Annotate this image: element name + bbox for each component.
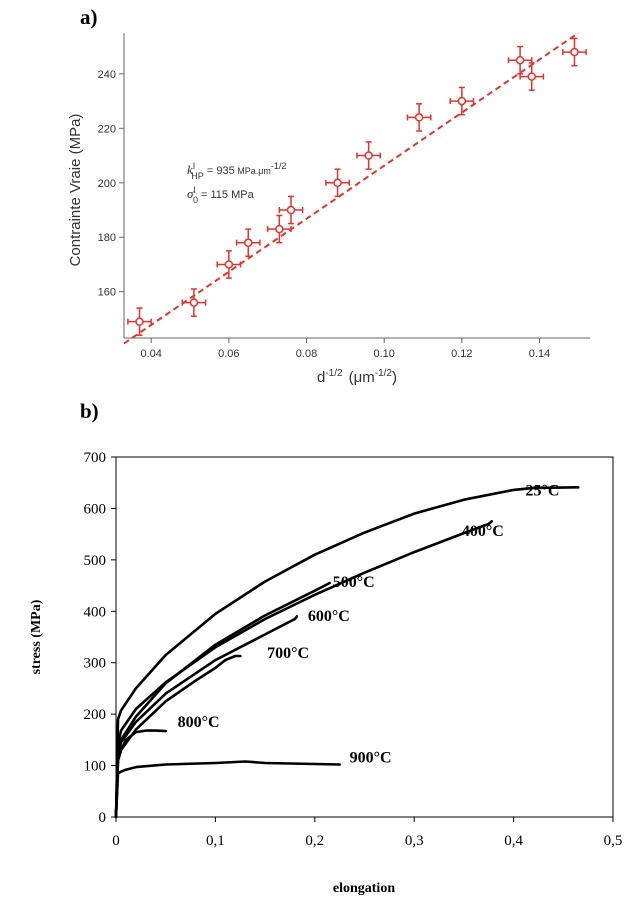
x-label-unit-close: ) [392, 369, 397, 386]
chart-a-y-tick-label: 220 [98, 123, 116, 135]
chart-b-series-line [114, 615, 299, 819]
chart-b-x-tick-label: 0,1 [206, 833, 225, 849]
chart-a-marker [414, 113, 424, 122]
chart-a: 0.04 0.06 0.08 0.10 0.12 0.14160180200220240 … [67, 32, 590, 386]
chart-a-marker [224, 260, 234, 269]
sigma-symbol: σ [187, 186, 194, 201]
chart-a-y-tick-label: 180 [98, 232, 116, 244]
chart-a-y-tick-label: 200 [98, 178, 116, 190]
sigma-unit: MPa [228, 189, 255, 201]
chart-a-y-axis-label: Contrainte Vraie (MPa) [67, 114, 84, 267]
chart-b-x-tick-label: 0,4 [504, 833, 523, 849]
chart-a-data-point [216, 250, 242, 279]
chart-a-marker [135, 317, 144, 326]
x-label-unit-open: (μm [349, 369, 375, 386]
chart-a-y-tick-label: 240 [98, 69, 116, 81]
chart-a-points [127, 37, 587, 337]
chart-a-ticks: 0.04 0.06 0.08 0.10 0.12 0.14 160 180 200 220 240 [98, 69, 551, 360]
sigma-value: = 115 [198, 189, 228, 201]
x-label-unit-exponent: -1/2 [375, 368, 393, 379]
chart-b-y-tick-label: 700 [84, 450, 107, 466]
chart-b-y-tick-label: 300 [84, 656, 107, 672]
chart-b-x-tick-label: 0,5 [604, 833, 623, 849]
chart-a-y-tick-label: 160 [98, 287, 116, 299]
chart-a-data-point [356, 141, 382, 170]
sigma-subscript: 0 [193, 195, 198, 205]
chart-a-data-point [519, 62, 545, 91]
chart-b-y-tick-label: 400 [84, 604, 107, 620]
chart-b-x-axis-label: elongation [333, 881, 395, 896]
chart-b-y-tick-label: 0 [99, 810, 107, 826]
chart-b-series-line [114, 729, 167, 819]
k-subscript: HP [191, 171, 204, 181]
chart-b-series-line [114, 760, 341, 819]
chart-b-curve-labels: 25°C 400°C 500°C 600°C 700°C 800°C 900°C [178, 483, 560, 767]
chart-b-series-line [114, 654, 242, 819]
chart-b-plot-frame [115, 456, 614, 818]
chart-a-data-point [406, 103, 432, 132]
k-symbol: k [187, 162, 193, 177]
chart-a-data-point [507, 45, 533, 75]
chart-a-fit-line [123, 32, 579, 345]
chart-b-series-label: 500°C [333, 574, 375, 591]
chart-a-marker [286, 205, 296, 215]
chart-b-series-label: 400°C [462, 523, 504, 540]
chart-a-marker [189, 298, 199, 307]
chart-a-marker [527, 72, 536, 81]
chart-b-y-axis-label: stress (MPa) [29, 599, 44, 674]
chart-b-curves [114, 486, 580, 819]
chart-b: 0 0,1 0,2 0,3 0,4 0,5 0 100 200 300 400 500 600 700 2… [29, 450, 622, 896]
k-unit: MPa.μm [235, 166, 271, 176]
sigma-superscript: I [193, 185, 196, 195]
chart-a-x-tick-label: 0.06 [218, 348, 239, 360]
chart-a-x-tick-label: 0.08 [296, 348, 317, 360]
panel-b-label: b) [80, 399, 99, 423]
chart-a-sigma-annotation: σI 0 = 115 MPa [187, 185, 255, 205]
chart-b-series-label: 600°C [308, 608, 350, 625]
chart-a-marker [333, 178, 342, 188]
chart-a-data-point [278, 195, 304, 225]
chart-b-y-tick-label: 600 [84, 501, 107, 517]
chart-a-marker [570, 47, 579, 57]
chart-b-y-tick-label: 100 [84, 759, 107, 775]
chart-b-series-label: 700°C [267, 645, 309, 662]
chart-a-marker [515, 55, 525, 65]
chart-a-x-tick-label: 0.14 [529, 348, 550, 360]
chart-b-x-tick-label: 0 [112, 833, 120, 849]
chart-a-data-point [181, 288, 207, 317]
chart-a-marker [244, 238, 253, 247]
chart-a-k-annotation: kI HP = 935 MPa.μm-1/2 [187, 161, 286, 181]
k-superscript: I [193, 161, 196, 171]
chart-b-series-line [114, 581, 331, 819]
chart-b-series-line [114, 486, 580, 819]
x-label-base: d [317, 369, 325, 386]
chart-b-y-tick-label: 500 [84, 553, 107, 569]
chart-b-x-tick-label: 0,3 [405, 833, 424, 849]
chart-a-marker [364, 151, 373, 160]
chart-a-data-point [562, 37, 587, 67]
panel-a-label: a) [80, 5, 98, 29]
chart-a-data-point [325, 168, 350, 198]
chart-a-data-point [449, 86, 475, 116]
chart-b-series-label: 900°C [350, 749, 392, 766]
k-unit-exponent: -1/2 [271, 161, 287, 171]
chart-a-x-tick-label: 0.04 [140, 348, 161, 360]
chart-a-x-tick-label: 0.10 [373, 348, 394, 360]
chart-a-marker [457, 96, 467, 106]
chart-a-data-point [266, 214, 292, 244]
chart-a-x-tick-label: 0.12 [451, 348, 472, 360]
chart-b-x-tick-label: 0,2 [305, 833, 324, 849]
chart-b-series-label: 25°C [526, 483, 560, 500]
chart-a-data-point [235, 228, 261, 258]
chart-b-series-line [114, 520, 493, 819]
chart-a-data-point [127, 307, 152, 337]
x-label-exponent: -1/2 [325, 368, 343, 379]
chart-b-ticks: 0 0,1 0,2 0,3 0,4 0,5 0 100 200 300 400 500 600 700 [84, 450, 623, 849]
chart-a-x-axis-label: d-1/2 (μm-1/2) [317, 368, 397, 386]
chart-b-series-label: 800°C [178, 714, 220, 731]
chart-a-marker [275, 224, 284, 234]
chart-b-y-tick-label: 200 [84, 707, 107, 723]
k-value: = 935 [204, 165, 235, 177]
